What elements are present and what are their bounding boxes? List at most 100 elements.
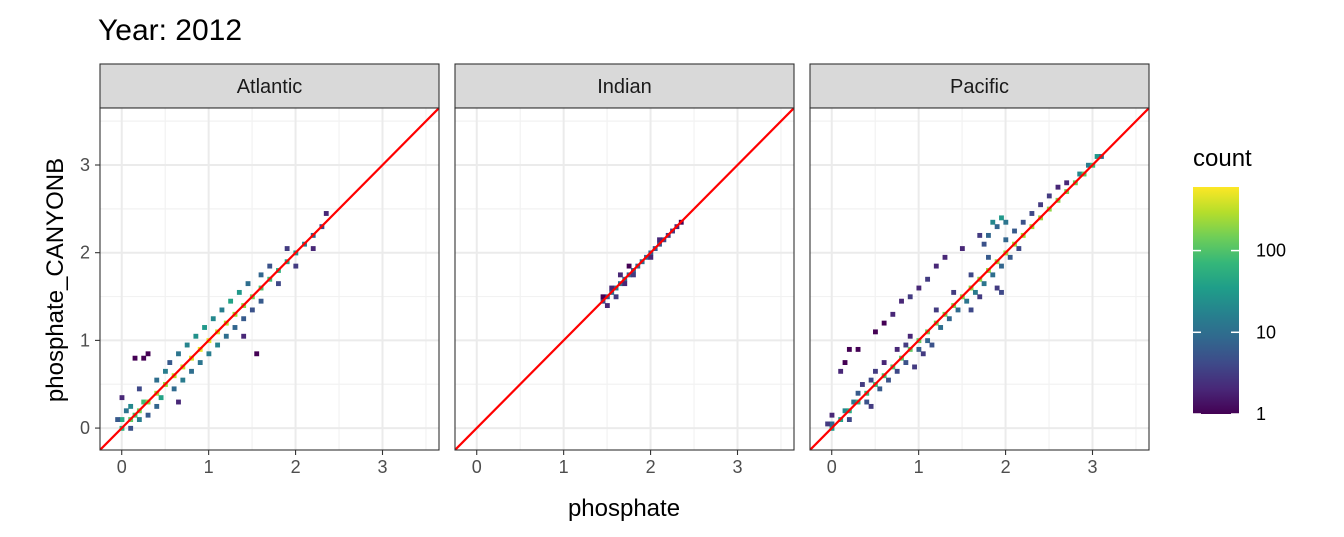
heatmap-bin bbox=[999, 289, 1004, 295]
heatmap-bin bbox=[158, 395, 164, 401]
heatmap-bin bbox=[1003, 237, 1009, 243]
heatmap-bin bbox=[986, 232, 991, 238]
heatmap-bin bbox=[881, 360, 887, 365]
heatmap-bin bbox=[903, 360, 909, 365]
heatmap-bin bbox=[1003, 219, 1009, 225]
heatmap-bin bbox=[964, 298, 970, 304]
heatmap-bin bbox=[631, 272, 636, 278]
facet-strip bbox=[454, 63, 795, 109]
heatmap-bin bbox=[626, 263, 632, 269]
heatmap-bin bbox=[141, 399, 147, 405]
heatmap-bin bbox=[859, 382, 865, 387]
heatmap-bin bbox=[855, 346, 861, 352]
heatmap-bin bbox=[119, 395, 125, 401]
heatmap-bin bbox=[136, 417, 142, 422]
heatmap-bin bbox=[933, 307, 939, 313]
legend-title: count bbox=[1193, 145, 1252, 172]
heatmap-bin bbox=[180, 377, 186, 383]
heatmap-bin bbox=[128, 425, 134, 431]
heatmap-bin bbox=[972, 289, 978, 295]
heatmap-bin bbox=[210, 316, 216, 322]
heatmap-bin bbox=[189, 368, 194, 374]
y-axis-title: phosphate_CANYONB bbox=[42, 158, 69, 402]
heatmap-bin bbox=[657, 237, 662, 243]
identity-line bbox=[810, 108, 1149, 450]
heatmap-bin bbox=[141, 355, 147, 361]
heatmap-bin bbox=[167, 360, 173, 365]
heatmap-bin bbox=[864, 399, 870, 405]
panel-border bbox=[454, 107, 795, 451]
heatmap-bin bbox=[829, 421, 835, 427]
heatmap-bin bbox=[894, 346, 900, 352]
y-tick-label: 0 bbox=[80, 418, 90, 438]
heatmap-bin bbox=[968, 272, 974, 278]
heatmap-bin bbox=[119, 417, 125, 422]
heatmap-bin bbox=[886, 377, 891, 383]
legend-tick-label: 1 bbox=[1256, 404, 1266, 424]
heatmap-bin bbox=[855, 390, 861, 396]
heatmap-bin bbox=[236, 289, 242, 295]
heatmap-bin bbox=[903, 342, 909, 348]
heatmap-bin bbox=[1020, 219, 1026, 225]
heatmap-bin bbox=[284, 246, 290, 251]
heatmap-bin bbox=[907, 333, 913, 339]
heatmap-bin bbox=[912, 364, 917, 370]
heatmap-bin bbox=[232, 325, 238, 330]
heatmap-bin bbox=[1016, 246, 1022, 251]
legend-ticks: 1 10 100 bbox=[1193, 241, 1286, 424]
heatmap-bin bbox=[825, 421, 831, 427]
heatmap-bin bbox=[842, 408, 848, 414]
heatmap-bin bbox=[609, 285, 615, 291]
panel-atlantic: Atlantic 0 1 2 3 0 1 2 3 bbox=[80, 63, 440, 477]
heatmap-bin bbox=[968, 307, 974, 313]
panel-border bbox=[809, 107, 1150, 451]
heatmap-bin bbox=[1064, 180, 1070, 186]
heatmap-bin bbox=[951, 289, 957, 295]
heatmap-bin bbox=[323, 211, 329, 216]
heatmap-bin bbox=[925, 276, 931, 282]
heatmap-bin bbox=[215, 342, 221, 348]
heatmap-bin bbox=[920, 351, 926, 357]
facet-strip bbox=[99, 63, 440, 109]
heatmap-bin bbox=[877, 386, 883, 392]
heatmap-bin bbox=[1085, 162, 1091, 168]
heatmap-bin bbox=[873, 329, 878, 335]
x-tick-label: 0 bbox=[472, 457, 482, 477]
heatmap-bin bbox=[197, 360, 203, 365]
x-tick-label: 2 bbox=[1001, 457, 1011, 477]
heatmap-bin bbox=[890, 311, 896, 317]
heatmap-bin bbox=[171, 386, 177, 392]
heatmap-bin bbox=[842, 360, 848, 365]
heatmap-bin bbox=[219, 307, 225, 313]
panel-indian: Indian 0 1 2 3 bbox=[454, 63, 795, 477]
heatmap-bin bbox=[276, 281, 281, 287]
y-tick-label: 2 bbox=[80, 243, 90, 263]
panels-group: Atlantic 0 1 2 3 0 1 2 3 Indian 0 1 2 3 Pacific 0 1 2 3 bbox=[80, 63, 1150, 477]
heatmap-bin bbox=[938, 325, 944, 330]
heatmap-bin bbox=[310, 246, 316, 251]
heatmap-bin bbox=[128, 403, 134, 409]
heatmap-bin bbox=[154, 377, 160, 383]
heatmap-bin bbox=[829, 412, 835, 418]
panel-border bbox=[99, 107, 440, 451]
heatmap-bin bbox=[868, 403, 874, 409]
heatmap-bin bbox=[176, 351, 181, 357]
heatmap-bin bbox=[1012, 228, 1017, 234]
facet-label: Pacific bbox=[950, 76, 1009, 98]
heatmap-bin bbox=[977, 232, 983, 238]
heatmap-bin bbox=[955, 307, 961, 313]
heatmap-bin bbox=[648, 254, 654, 260]
legend-tick-label: 100 bbox=[1256, 241, 1286, 261]
heatmap-bin bbox=[916, 285, 922, 291]
heatmap-bin bbox=[873, 368, 878, 374]
heatmap-bin bbox=[258, 298, 264, 304]
heatmap-bin bbox=[1077, 171, 1083, 177]
heatmap-bin bbox=[1007, 254, 1013, 260]
heatmap-bin bbox=[258, 272, 264, 278]
heatmap-bin bbox=[986, 254, 991, 260]
heatmap-bin bbox=[851, 399, 857, 405]
heatmap-bin bbox=[907, 294, 913, 300]
heatmap-bin bbox=[228, 298, 234, 304]
heatmap-bin bbox=[267, 263, 273, 269]
heatmap-bin bbox=[123, 408, 129, 414]
